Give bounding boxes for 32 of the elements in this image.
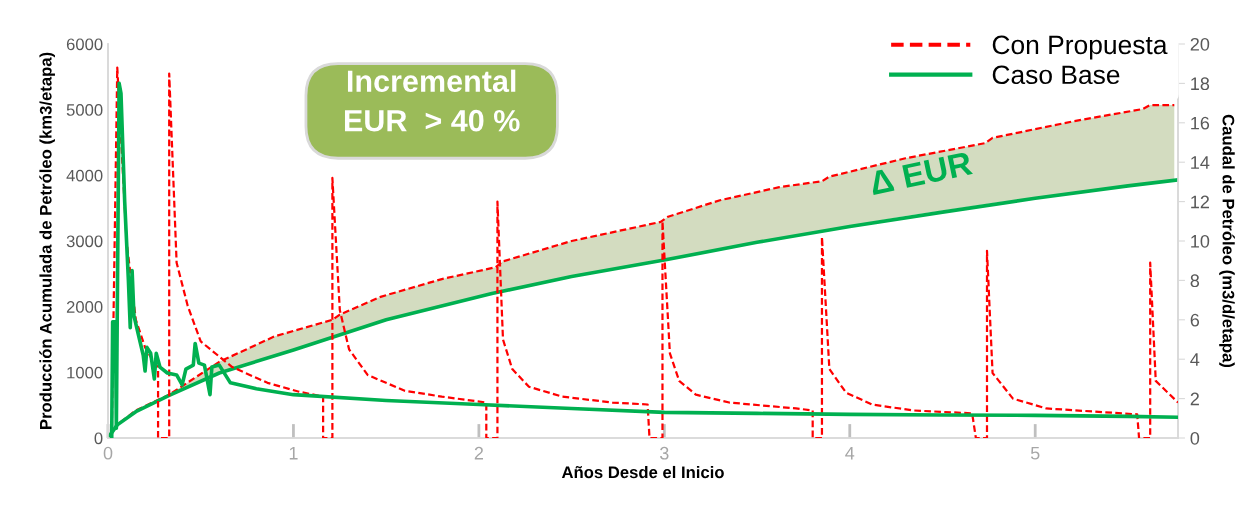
annotation: Incremental [347,69,516,93]
legend-label: Con Propuesta [992,35,1168,60]
x-tick-label: 3 [659,446,669,460]
y2-axis-title: Caudal de Petróleo (m3/d/etapa) [1219,114,1235,368]
y2-tick-label: 10 [1191,234,1210,248]
x-tick-label: 5 [1030,447,1040,460]
x-axis-title: Años Desde el Inicio [561,465,724,479]
y2-tick-label: 8 [1190,274,1200,288]
annotation: EUR > 40 % [344,109,520,132]
y-tick-label: 1000 [67,366,103,379]
y2-tick-label: 2 [1190,392,1199,406]
y2-tick-label: 6 [1190,313,1200,327]
x-tick-label: 4 [845,447,855,460]
legend-label: Caso Base [992,65,1120,85]
y-tick-label: 5000 [66,104,103,116]
y2-tick-label: 4 [1190,353,1200,366]
y-tick-label: 2000 [66,301,103,313]
annotation: Δ EUR [868,151,974,196]
x-tick-label: 2 [474,446,483,460]
y2-tick-label: 12 [1191,195,1209,209]
x-tick-label: 0 [103,446,113,460]
y2-tick-label: 20 [1190,37,1210,51]
y2-tick-label: 16 [1191,116,1210,130]
y-axis-title: Producción Acumulada de Petróleo (km3/etapa) [39,52,55,429]
y2-tick-label: 18 [1191,77,1210,91]
y-tick-label: 3000 [66,235,103,248]
y-tick-label: 6000 [66,38,103,51]
y-tick-label: 0 [94,432,103,445]
y-tick-label: 4000 [66,169,103,182]
y2-tick-label: 14 [1191,156,1210,169]
x-tick-label: 1 [289,447,298,460]
y2-tick-label: 0 [1190,431,1200,445]
